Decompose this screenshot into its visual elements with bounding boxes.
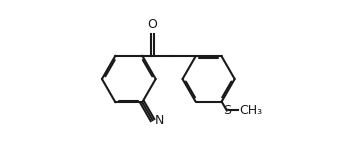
Text: S: S <box>223 104 231 117</box>
Text: CH₃: CH₃ <box>239 104 262 117</box>
Text: N: N <box>154 114 164 127</box>
Text: O: O <box>148 18 158 31</box>
